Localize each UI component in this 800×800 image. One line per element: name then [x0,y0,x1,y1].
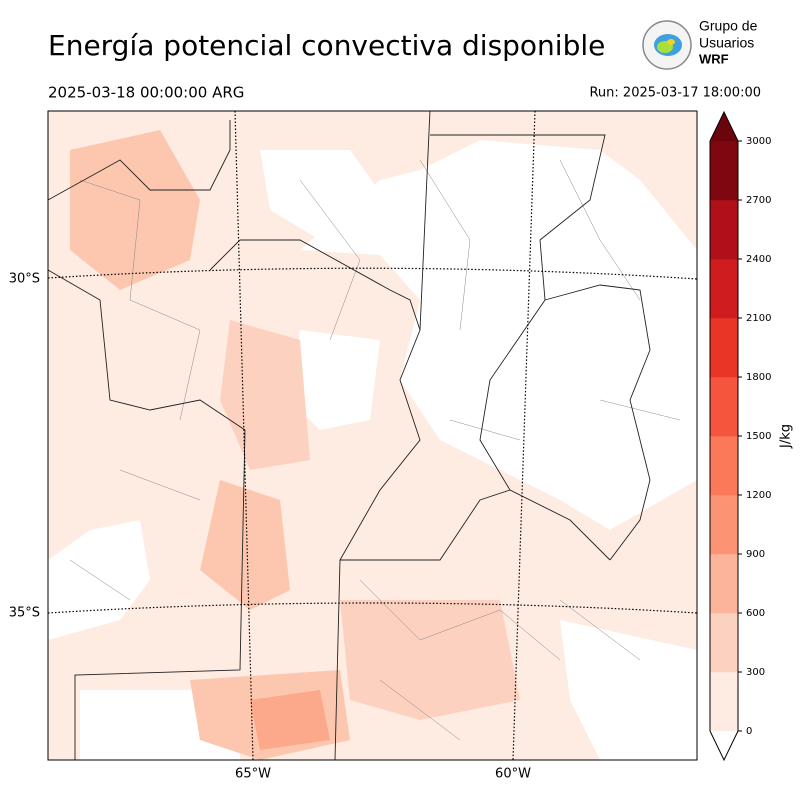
map [48,111,697,760]
colorbar-tick-label: 600 [746,608,765,619]
logo-text: Usuarios [699,35,754,51]
colorbar-bin [709,671,739,732]
title: Energía potencial convectiva disponible [48,29,605,62]
logo-text: Grupo de [699,18,758,34]
colorbar-tick-label: 2100 [746,313,771,324]
colorbar-under [710,731,738,760]
logo-text: WRF [699,51,729,66]
colorbar-bin [709,199,739,260]
run-time: Run: 2025-03-17 18:00:00 [589,86,761,101]
colorbar-over [710,112,738,141]
colorbar-label: J/kg [779,424,794,449]
colorbar-bin [709,494,739,555]
colorbar-tick-label: 1800 [746,372,771,383]
logo: Grupo de Usuarios WRF [642,18,758,70]
colorbar-bin [709,435,739,496]
colorbar-bin [709,140,739,201]
colorbar-tick-label: 2400 [746,254,771,265]
map-frame [47,110,698,761]
valid-time: 2025-03-18 00:00:00 ARG [48,84,244,102]
colorbar-bin [709,376,739,437]
colorbar-tick-label: 1500 [746,431,771,442]
colorbar: 0 300 600 900 1200 1500 1800 2100 2400 2700 3000 [709,110,771,762]
colorbar-bin [709,317,739,378]
colorbar-tick-label: 0 [746,726,752,737]
colorbar-tick-label: 3000 [746,136,771,147]
colorbar-bin [709,553,739,614]
colorbar-bin [709,612,739,673]
colorbar-bin [709,258,739,319]
colorbar-tick-label: 1200 [746,490,771,501]
lat-label: 30°S [9,272,40,287]
colorbar-tick-label: 2700 [746,195,771,206]
colorbar-tick-label: 300 [746,667,765,678]
colorbar-tick-label: 900 [746,549,765,560]
lon-label: 60°W [495,767,531,782]
lon-label: 65°W [235,767,271,782]
lat-label: 35°S [9,606,40,621]
